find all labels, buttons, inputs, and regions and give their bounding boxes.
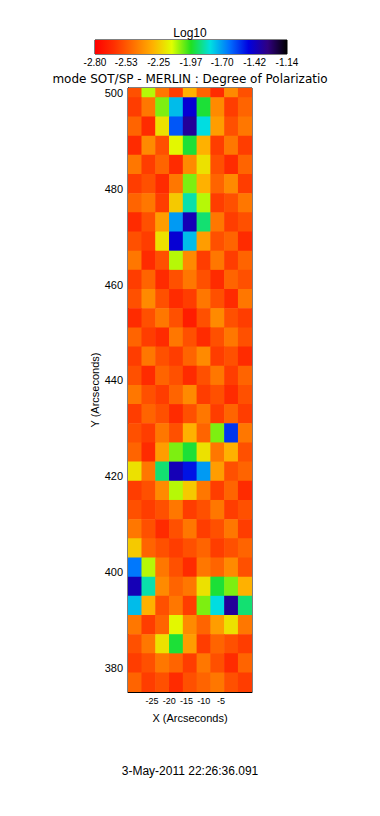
svg-text:-1.14: -1.14	[276, 57, 299, 68]
svg-text:Y (Arcseconds): Y (Arcseconds)	[89, 353, 101, 428]
svg-text:X (Arcseconds): X (Arcseconds)	[152, 712, 227, 724]
svg-text:-10: -10	[197, 696, 210, 706]
svg-text:-2.53: -2.53	[115, 57, 138, 68]
svg-text:-1.42: -1.42	[243, 57, 266, 68]
svg-text:400: 400	[105, 566, 123, 578]
svg-text:420: 420	[105, 470, 123, 482]
svg-text:500: 500	[105, 87, 123, 99]
svg-text:-15: -15	[180, 696, 193, 706]
svg-text:-5: -5	[217, 696, 225, 706]
svg-text:3-May-2011 22:26:36.091: 3-May-2011 22:26:36.091	[122, 764, 259, 778]
svg-text:460: 460	[105, 279, 123, 291]
svg-text:-25: -25	[146, 696, 159, 706]
svg-text:Log10: Log10	[173, 26, 207, 40]
svg-text:-1.97: -1.97	[180, 57, 203, 68]
svg-text:-2.25: -2.25	[147, 57, 170, 68]
svg-text:440: 440	[105, 374, 123, 386]
svg-text:480: 480	[105, 183, 123, 195]
svg-text:-20: -20	[163, 696, 176, 706]
svg-text:-1.70: -1.70	[211, 57, 234, 68]
svg-text:380: 380	[105, 662, 123, 674]
svg-text:-2.80: -2.80	[84, 57, 107, 68]
svg-text:mode SOT/SP - MERLIN : Degree: mode SOT/SP - MERLIN : Degree of Polariz…	[52, 72, 327, 86]
